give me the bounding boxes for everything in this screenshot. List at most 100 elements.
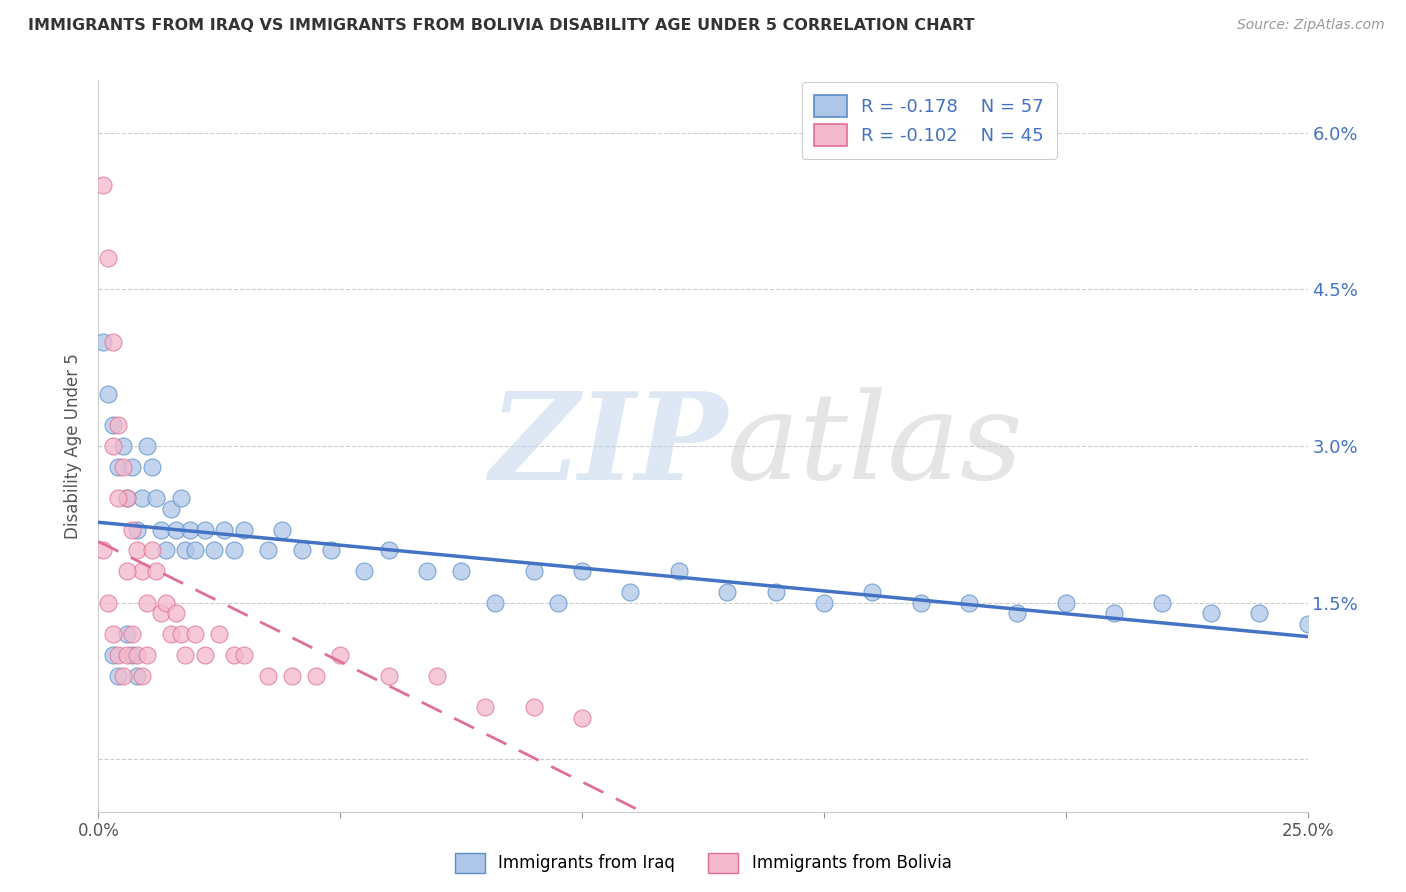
Point	[131, 565, 153, 579]
Point	[107, 669, 129, 683]
Text: ZIP: ZIP	[489, 387, 727, 505]
Point	[107, 418, 129, 433]
Point	[174, 648, 197, 662]
Point	[523, 565, 546, 579]
Point	[474, 700, 496, 714]
Point	[910, 596, 932, 610]
Point	[135, 596, 157, 610]
Point	[547, 596, 569, 610]
Point	[523, 700, 546, 714]
Point	[145, 565, 167, 579]
Point	[271, 523, 294, 537]
Point	[101, 334, 124, 349]
Point	[319, 543, 342, 558]
Point	[121, 523, 143, 537]
Point	[1249, 606, 1271, 620]
Point	[101, 627, 124, 641]
Point	[145, 491, 167, 506]
Point	[571, 565, 593, 579]
Point	[117, 491, 139, 506]
Point	[97, 251, 120, 265]
Point	[377, 669, 399, 683]
Point	[194, 648, 217, 662]
Point	[155, 543, 177, 558]
Point	[184, 627, 207, 641]
Point	[1102, 606, 1125, 620]
Point	[141, 459, 163, 474]
Point	[416, 565, 439, 579]
Text: IMMIGRANTS FROM IRAQ VS IMMIGRANTS FROM BOLIVIA DISABILITY AGE UNDER 5 CORRELATI: IMMIGRANTS FROM IRAQ VS IMMIGRANTS FROM …	[28, 18, 974, 33]
Point	[160, 501, 183, 516]
Text: Source: ZipAtlas.com: Source: ZipAtlas.com	[1237, 18, 1385, 32]
Point	[121, 459, 143, 474]
Point	[426, 669, 449, 683]
Point	[484, 596, 506, 610]
Point	[117, 491, 139, 506]
Point	[305, 669, 328, 683]
Legend: Immigrants from Iraq, Immigrants from Bolivia: Immigrants from Iraq, Immigrants from Bo…	[449, 847, 957, 880]
Point	[155, 596, 177, 610]
Point	[329, 648, 352, 662]
Point	[212, 523, 235, 537]
Point	[121, 648, 143, 662]
Point	[1296, 616, 1319, 631]
Point	[111, 669, 134, 683]
Point	[169, 627, 191, 641]
Point	[127, 648, 149, 662]
Point	[353, 565, 375, 579]
Point	[150, 523, 173, 537]
Point	[127, 523, 149, 537]
Point	[117, 565, 139, 579]
Point	[101, 439, 124, 453]
Point	[256, 543, 278, 558]
Point	[111, 439, 134, 453]
Point	[204, 543, 226, 558]
Point	[765, 585, 787, 599]
Point	[165, 606, 187, 620]
Point	[127, 543, 149, 558]
Point	[127, 669, 149, 683]
Point	[1152, 596, 1174, 610]
Point	[91, 334, 114, 349]
Point	[150, 606, 173, 620]
Point	[571, 711, 593, 725]
Point	[290, 543, 312, 558]
Point	[208, 627, 231, 641]
Point	[121, 627, 143, 641]
Point	[101, 418, 124, 433]
Point	[111, 459, 134, 474]
Point	[131, 669, 153, 683]
Point	[957, 596, 980, 610]
Point	[668, 565, 690, 579]
Point	[135, 648, 157, 662]
Point	[165, 523, 187, 537]
Point	[232, 523, 254, 537]
Text: atlas: atlas	[727, 387, 1024, 505]
Point	[101, 648, 124, 662]
Point	[377, 543, 399, 558]
Point	[160, 627, 183, 641]
Point	[281, 669, 304, 683]
Point	[232, 648, 254, 662]
Point	[222, 648, 245, 662]
Point	[174, 543, 197, 558]
Point	[117, 627, 139, 641]
Point	[131, 491, 153, 506]
Point	[256, 669, 278, 683]
Point	[91, 178, 114, 192]
Point	[716, 585, 738, 599]
Point	[184, 543, 207, 558]
Point	[141, 543, 163, 558]
Point	[107, 459, 129, 474]
Point	[619, 585, 641, 599]
Point	[179, 523, 201, 537]
Point	[97, 386, 120, 401]
Point	[97, 596, 120, 610]
Point	[813, 596, 835, 610]
Point	[1199, 606, 1222, 620]
Point	[860, 585, 883, 599]
Point	[222, 543, 245, 558]
Point	[169, 491, 191, 506]
Point	[91, 543, 114, 558]
Point	[117, 648, 139, 662]
